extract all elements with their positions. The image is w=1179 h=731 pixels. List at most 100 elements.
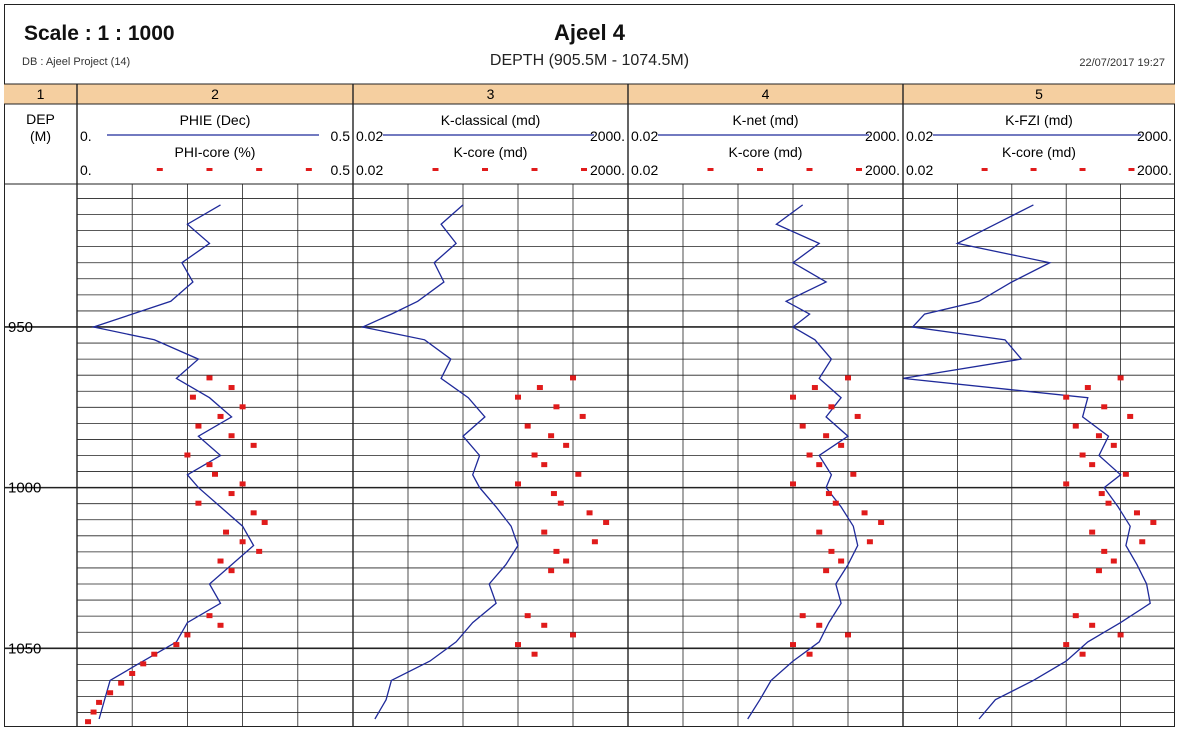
curve-left-scale: 0.02	[356, 128, 383, 144]
core-point	[799, 613, 806, 619]
core-point	[557, 500, 564, 506]
core-point	[1122, 471, 1129, 477]
core-point	[811, 385, 818, 391]
core-point	[816, 622, 823, 628]
core-point	[206, 462, 213, 468]
well-title: Ajeel 4	[554, 20, 625, 45]
core-point	[195, 500, 202, 506]
core-point	[212, 471, 218, 477]
core-point	[1127, 413, 1134, 419]
log-curve	[747, 204, 859, 720]
core-legend-marker	[856, 168, 862, 171]
track-number: 5	[1035, 86, 1043, 102]
core-point	[151, 651, 158, 657]
core-point	[195, 423, 202, 429]
core-left-scale: 0.	[80, 162, 92, 178]
core-right-scale: 2000.	[590, 162, 625, 178]
curve-right-scale: 2000.	[865, 128, 900, 144]
depth-tick-label: 950	[8, 319, 33, 336]
log-frame	[4, 4, 1175, 727]
curve-left-scale: 0.02	[906, 128, 933, 144]
core-point	[816, 462, 823, 468]
core-point	[118, 680, 125, 686]
core-point	[184, 632, 191, 638]
core-point	[206, 613, 213, 619]
core-point	[228, 491, 235, 497]
core-point	[1098, 491, 1105, 497]
core-legend-marker	[256, 168, 263, 171]
core-point	[217, 413, 224, 419]
core-point	[256, 548, 263, 554]
core-legend-marker	[581, 168, 587, 171]
curve-right-scale: 2000.	[590, 128, 625, 144]
log-curve	[91, 204, 255, 720]
core-legend-marker	[707, 168, 714, 171]
core-point	[90, 709, 97, 715]
curve-right-scale: 0.5	[331, 128, 351, 144]
core-point	[1095, 568, 1102, 574]
log-curve	[360, 204, 519, 720]
core-point	[799, 423, 806, 429]
core-point	[563, 558, 570, 564]
core-point	[1089, 622, 1096, 628]
core-point	[129, 670, 136, 676]
core-point	[838, 558, 845, 564]
scale-label: Scale : 1 : 1000	[24, 22, 175, 45]
curve-name: PHIE (Dec)	[180, 112, 251, 128]
depth-tick-label: 1050	[8, 640, 41, 657]
core-point	[854, 413, 861, 419]
curve-right-scale: 2000.	[1137, 128, 1172, 144]
core-point	[866, 539, 873, 545]
depth-track-label: DEP	[26, 111, 55, 127]
core-point	[790, 394, 796, 400]
core-point	[515, 642, 521, 648]
core-point	[1117, 632, 1124, 638]
core-point	[548, 433, 555, 439]
core-point	[228, 433, 235, 439]
core-point	[825, 491, 832, 497]
core-right-scale: 2000.	[1137, 162, 1172, 178]
core-point	[1110, 558, 1117, 564]
core-point	[1063, 394, 1070, 400]
core-point	[206, 375, 213, 381]
core-point	[524, 613, 531, 619]
core-point	[107, 690, 114, 696]
core-point	[850, 471, 857, 477]
core-point	[239, 539, 246, 545]
core-point	[223, 529, 230, 535]
core-legend-marker	[206, 168, 213, 171]
core-legend-marker	[1030, 168, 1037, 171]
track-number: 2	[211, 86, 219, 102]
curve-name: K-classical (md)	[441, 112, 541, 128]
track-number: 4	[762, 86, 770, 102]
core-point	[1079, 452, 1086, 458]
core-legend-marker	[305, 168, 312, 171]
core-point	[524, 423, 531, 429]
core-point	[541, 462, 548, 468]
core-point	[878, 519, 885, 525]
core-point	[85, 719, 92, 725]
core-point	[575, 471, 582, 477]
core-point	[828, 548, 835, 554]
core-point	[541, 622, 548, 628]
core-point	[553, 404, 560, 410]
core-point	[806, 651, 813, 657]
core-point	[1063, 481, 1070, 487]
core-point	[861, 510, 868, 516]
core-point	[1084, 385, 1091, 391]
core-point	[806, 452, 813, 458]
curve-name: K-FZI (md)	[1005, 112, 1073, 128]
core-point	[1101, 404, 1108, 410]
core-legend-marker	[757, 168, 763, 171]
core-legend-marker	[1079, 168, 1086, 171]
depth-tick-label: 1000	[8, 480, 41, 497]
track-number: 1	[37, 86, 45, 102]
core-point	[228, 568, 235, 574]
core-name: K-core (md)	[729, 144, 803, 160]
curve-left-scale: 0.	[80, 128, 92, 144]
curve-left-scale: 0.02	[631, 128, 658, 144]
core-point	[217, 558, 224, 564]
core-legend-marker	[432, 168, 439, 171]
core-point	[563, 442, 570, 448]
